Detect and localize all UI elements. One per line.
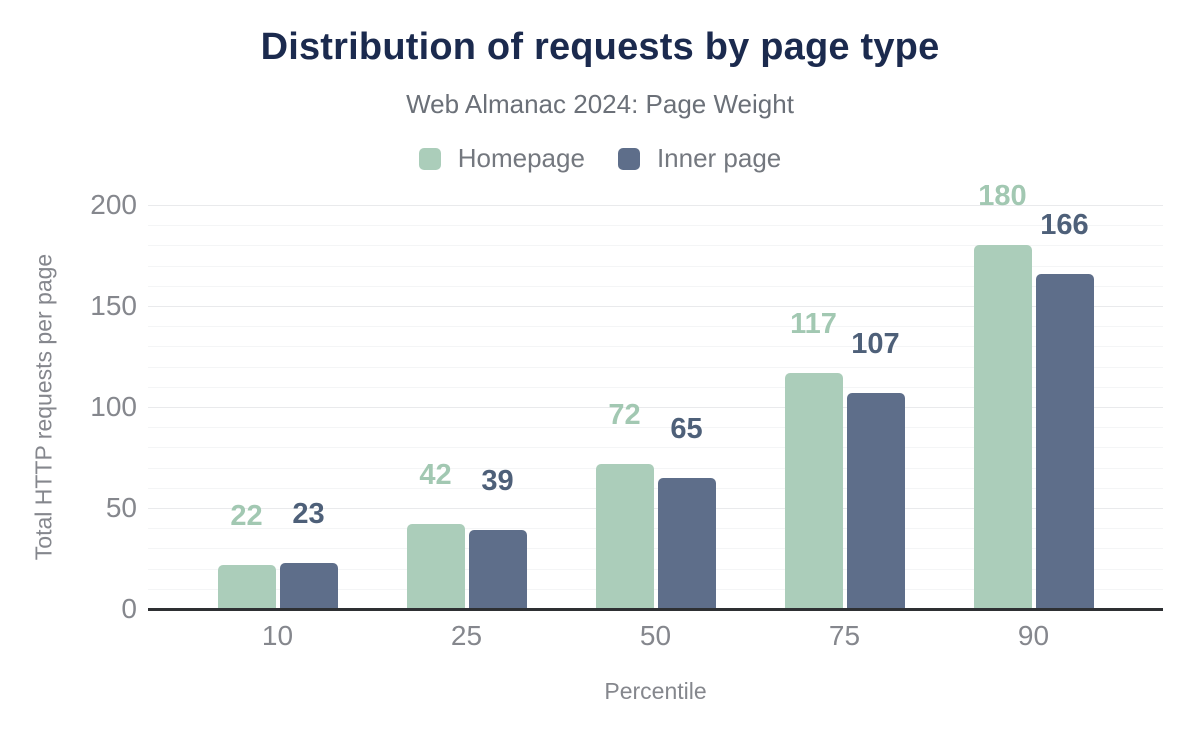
bar-value-label: 180 [978,180,1027,213]
gridline-minor [148,427,1163,429]
x-axis-title: Percentile [604,678,707,704]
gridline-minor [148,548,1163,550]
legend-item: Inner page [617,143,782,174]
bar-homepage-p10 [217,564,276,609]
x-tick-label: 25 [450,620,483,651]
y-tick-label: 50 [105,492,137,523]
gridline-minor [148,467,1163,469]
x-axis-line [148,608,1163,611]
gridline-major [148,407,1163,408]
gridline-major [148,205,1163,206]
gridline-minor [148,568,1163,570]
bar-value-label: 39 [481,465,514,498]
bar-homepage-p25 [406,524,465,609]
bar-value-label: 166 [1040,208,1089,241]
gridline-minor [148,346,1163,348]
gridline-minor [148,487,1163,489]
bar-value-label: 65 [670,412,703,445]
y-tick-label: 0 [121,593,137,624]
gridline-minor [148,386,1163,388]
chart-title: Distribution of requests by page type [260,26,940,68]
bar-value-label: 22 [230,499,263,532]
legend-swatch-homepage [418,147,441,170]
legend-label: Homepage [457,143,585,173]
bar-value-label: 42 [419,459,452,492]
gridline-major [148,306,1163,307]
bar-value-label: 107 [851,327,900,360]
gridline-minor [148,447,1163,449]
y-tick-label: 100 [90,391,137,422]
gridline-minor [148,245,1163,247]
gridline-minor [148,528,1163,530]
bar-inner-page-p90 [1035,273,1094,609]
legend-item: Homepage [418,143,585,174]
gridline-minor [148,588,1163,590]
bar-value-label: 72 [608,398,641,431]
gridline-major [148,508,1163,509]
x-tick-label: 90 [1017,620,1050,651]
bar-value-label: 23 [292,497,325,530]
x-tick-label: 50 [639,620,672,651]
gridline-minor [148,326,1163,328]
gridline-minor [148,265,1163,267]
bar-inner-page-p75 [846,392,905,609]
legend: Homepage Inner page [0,143,1200,174]
legend-label: Inner page [656,143,782,173]
gridline-minor [148,285,1163,287]
bar-inner-page-p10 [279,562,338,609]
bar-value-label: 117 [790,307,837,340]
plot-area: 0 50 100 150 200 22 23 10 42 39 25 72 65 50 117 107 75 18… [90,182,1163,650]
x-tick-label: 75 [828,620,861,651]
y-tick-label: 200 [90,189,137,220]
gridline-minor [148,225,1163,227]
y-tick-label: 150 [90,290,137,321]
x-tick-label: 10 [261,620,294,651]
y-axis-title: Total HTTP requests per page [30,253,57,561]
bar-inner-page-p50 [657,477,716,609]
bar-homepage-p90 [973,245,1032,609]
gridline-minor [148,366,1163,368]
chart-subtitle: Web Almanac 2024: Page Weight [406,89,794,119]
bar-homepage-p50 [595,463,654,609]
bar-homepage-p75 [784,372,843,609]
bar-inner-page-p25 [468,530,527,609]
legend-swatch-inner-page [617,147,640,170]
